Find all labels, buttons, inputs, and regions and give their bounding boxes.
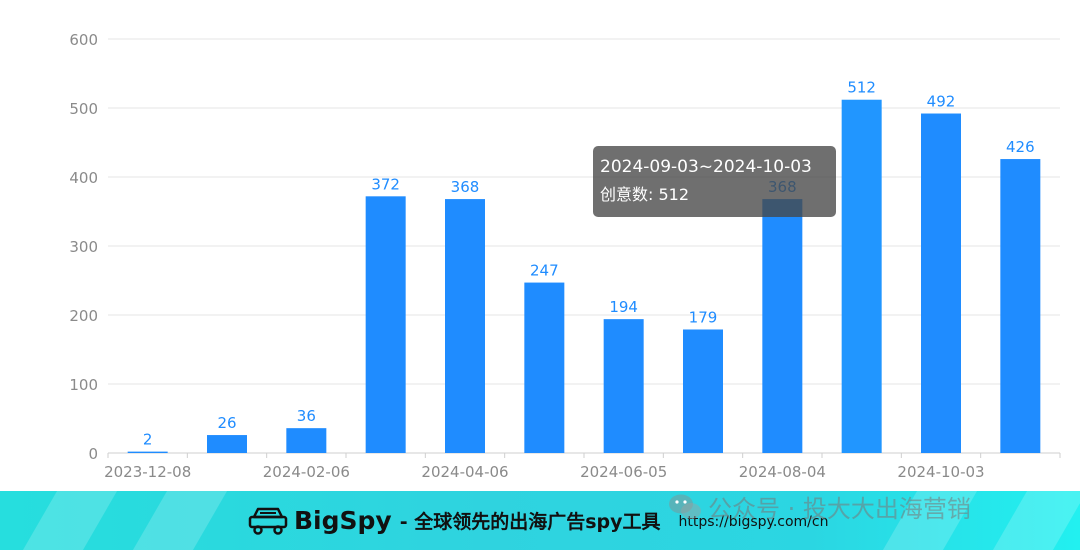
tooltip-range: 2024-09-03~2024-10-03	[600, 157, 812, 177]
x-tick-label: 2024-10-03	[897, 463, 984, 481]
footer-banner: BigSpy - 全球领先的出海广告spy工具 https://bigspy.c…	[0, 491, 1080, 550]
brand-name: BigSpy	[294, 505, 392, 535]
data-label: 26	[217, 414, 236, 432]
y-tick-label: 0	[88, 445, 98, 463]
data-label: 36	[297, 407, 316, 425]
bar[interactable]	[841, 99, 882, 453]
data-label: 426	[1006, 138, 1035, 156]
bars	[127, 99, 1041, 454]
y-tick-label: 300	[69, 238, 98, 256]
y-tick-label: 200	[69, 307, 98, 325]
tooltip: 2024-09-03~2024-10-03 创意数: 512	[593, 146, 836, 217]
x-tick-label: 2024-08-04	[739, 463, 826, 481]
x-tick-label: 2023-12-08	[104, 463, 191, 481]
bar[interactable]	[603, 319, 644, 453]
bar[interactable]	[921, 113, 961, 454]
wechat-icon	[669, 494, 701, 519]
brand-url[interactable]: https://bigspy.com/cn	[678, 514, 829, 530]
watermark-text: 公众号 · 投大大出海营销	[708, 495, 971, 523]
x-tick-label: 2024-02-06	[263, 463, 350, 481]
tooltip-value: 创意数: 512	[600, 185, 690, 204]
data-label: 194	[609, 298, 638, 316]
data-label: 247	[530, 262, 559, 280]
bar[interactable]	[286, 428, 327, 453]
data-labels: 22636372368247194179368512492426	[143, 79, 1035, 449]
data-label: 179	[689, 308, 718, 326]
y-tick-label: 600	[69, 31, 98, 49]
data-label: 512	[847, 79, 876, 97]
brand: BigSpy - 全球领先的出海广告spy工具 https://bigspy.c…	[248, 505, 828, 535]
bar[interactable]	[683, 329, 723, 453]
x-tick-label: 2024-04-06	[421, 463, 508, 481]
data-label: 368	[451, 178, 480, 196]
x-axis: 2023-12-08 2024-02-06 2024-04-06 2024-06-05…	[104, 452, 1061, 481]
bar[interactable]	[762, 199, 803, 453]
data-label: 492	[927, 93, 956, 111]
y-tick-label: 500	[69, 100, 98, 118]
bar[interactable]	[445, 199, 485, 453]
y-tick-label: 400	[69, 169, 98, 187]
x-tick-label: 2024-06-05	[580, 463, 667, 481]
grid-lines	[108, 38, 1060, 385]
bar[interactable]	[127, 451, 168, 453]
bar-chart: 0 100 200 300 400 500 600 2023-12-08 2024-02-06…	[69, 31, 1061, 481]
car-logo-icon	[248, 507, 288, 535]
bar[interactable]	[207, 435, 247, 453]
bar[interactable]	[365, 196, 406, 453]
bar[interactable]	[1000, 159, 1041, 453]
data-label: 2	[143, 431, 153, 449]
data-label: 372	[371, 175, 400, 193]
brand-slogan: - 全球领先的出海广告spy工具	[399, 510, 661, 533]
watermark: 公众号 · 投大大出海营销	[668, 489, 971, 524]
y-axis: 0 100 200 300 400 500 600	[69, 31, 98, 463]
bar[interactable]	[524, 282, 565, 453]
y-tick-label: 100	[69, 376, 98, 394]
